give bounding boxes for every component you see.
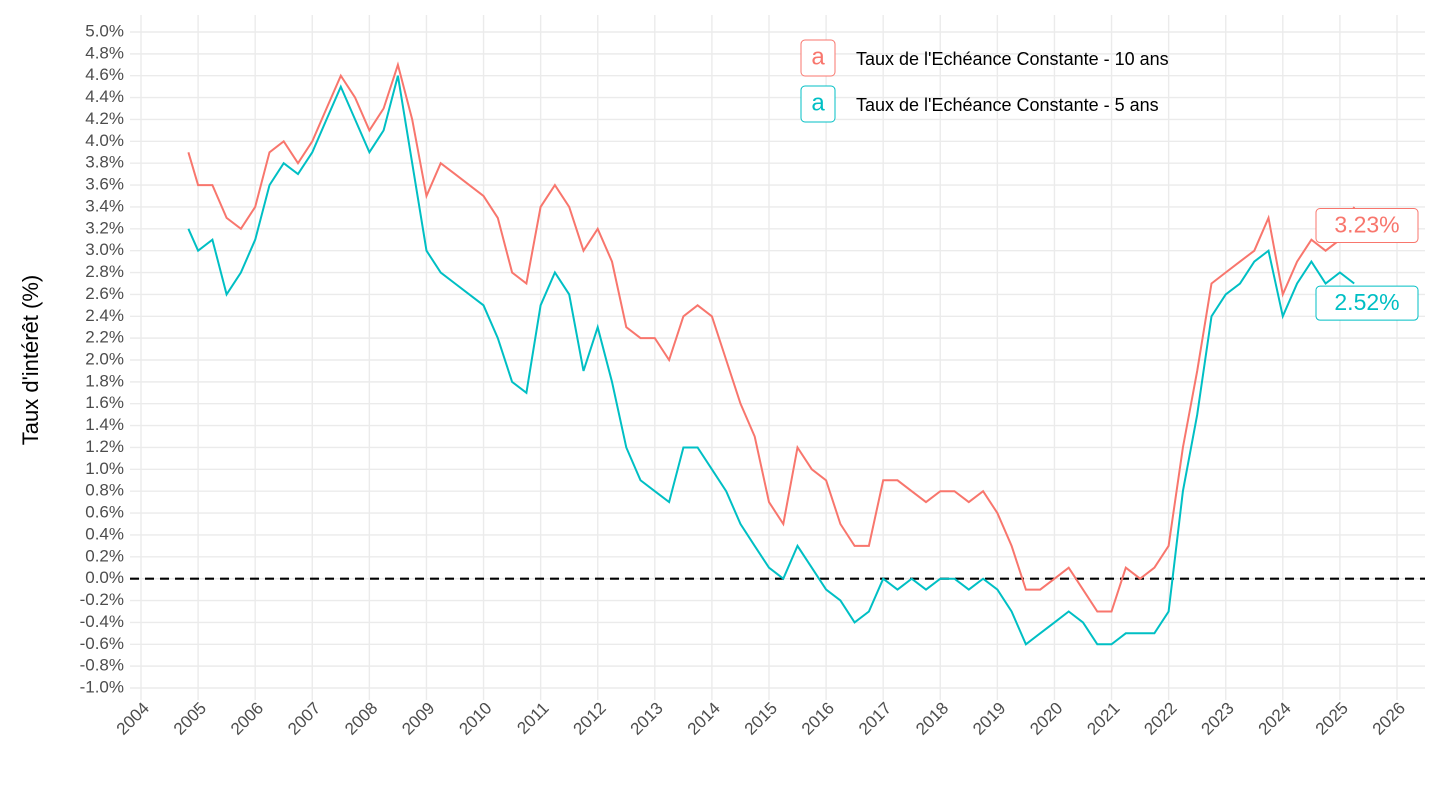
x-tick-label: 2025 <box>1312 699 1352 739</box>
end-label-text: 3.23% <box>1334 212 1399 238</box>
end-label-text: 2.52% <box>1334 289 1399 315</box>
y-tick-label: 0.0% <box>85 568 124 587</box>
series-line <box>187 61 1356 613</box>
x-tick-label: 2004 <box>113 699 153 739</box>
y-tick-label: -0.6% <box>80 634 124 653</box>
legend-key <box>800 85 836 123</box>
x-tick-label: 2023 <box>1198 699 1238 739</box>
series-line <box>187 75 1355 646</box>
x-tick-label: 2018 <box>912 699 952 739</box>
y-axis-label: Taux d'intérêt (%) <box>18 275 43 446</box>
y-tick-label: 0.8% <box>85 481 124 500</box>
y-tick-label: 0.2% <box>85 546 124 565</box>
y-tick-label: 2.2% <box>85 328 124 347</box>
y-tick-label: 4.0% <box>85 131 124 150</box>
x-tick-label: 2006 <box>227 699 267 739</box>
y-tick-label: 1.4% <box>85 415 124 434</box>
x-tick-label: 2007 <box>284 699 324 739</box>
x-tick-label: 2024 <box>1255 699 1295 739</box>
x-tick-label: 2005 <box>170 699 210 739</box>
legend-glyph: a <box>811 43 825 70</box>
y-tick-label: -0.2% <box>80 590 124 609</box>
y-tick-label: 2.4% <box>85 306 124 325</box>
x-tick-label: 2020 <box>1026 699 1066 739</box>
y-tick-label: 0.4% <box>85 524 124 543</box>
y-tick-label: 3.2% <box>85 218 124 237</box>
x-tick-label: 2026 <box>1369 699 1409 739</box>
x-tick-label: 2014 <box>684 699 724 739</box>
y-tick-label: -0.4% <box>80 612 124 631</box>
end-label: 2.52% <box>1315 285 1419 321</box>
x-tick-label: 2022 <box>1140 699 1180 739</box>
y-tick-label: 1.6% <box>85 393 124 412</box>
legend-label: Taux de l'Echéance Constante - 10 ans <box>856 49 1169 69</box>
x-tick-label: 2012 <box>570 699 610 739</box>
y-tick-label: 4.6% <box>85 65 124 84</box>
y-tick-label: 3.0% <box>85 240 124 259</box>
y-tick-label: 4.4% <box>85 87 124 106</box>
end-label-box <box>1315 285 1419 321</box>
x-tick-label: 2011 <box>513 699 552 738</box>
y-tick-label: 2.6% <box>85 284 124 303</box>
x-tick-label: 2021 <box>1083 699 1123 739</box>
legend-glyph: a <box>811 89 825 116</box>
y-tick-label: 4.8% <box>85 43 124 62</box>
y-tick-label: 3.4% <box>85 196 124 215</box>
y-tick-label: 5.0% <box>85 21 124 40</box>
y-tick-label: 3.6% <box>85 175 124 194</box>
y-tick-label: 1.0% <box>85 459 124 478</box>
x-tick-label: 2010 <box>455 699 495 739</box>
x-tick-label: 2013 <box>627 699 667 739</box>
x-tick-label: 2009 <box>398 699 438 739</box>
x-tick-label: 2016 <box>798 699 838 739</box>
y-tick-label: -1.0% <box>80 677 124 696</box>
x-tick-label: 2017 <box>855 699 895 739</box>
y-tick-label: 1.2% <box>85 437 124 456</box>
end-label-box <box>1315 208 1419 244</box>
y-tick-label: 0.6% <box>85 503 124 522</box>
legend-key <box>800 39 836 77</box>
y-tick-label: 3.8% <box>85 153 124 172</box>
x-tick-label: 2019 <box>969 699 1009 739</box>
x-tick-label: 2015 <box>741 699 781 739</box>
end-label: 3.23% <box>1315 208 1419 244</box>
y-tick-label: -0.8% <box>80 656 124 675</box>
legend-label: Taux de l'Echéance Constante - 5 ans <box>856 95 1159 115</box>
y-tick-label: 2.8% <box>85 262 124 281</box>
y-tick-label: 2.0% <box>85 349 124 368</box>
y-tick-label: 4.2% <box>85 109 124 128</box>
y-tick-label: 1.8% <box>85 371 124 390</box>
x-tick-label: 2008 <box>341 699 381 739</box>
